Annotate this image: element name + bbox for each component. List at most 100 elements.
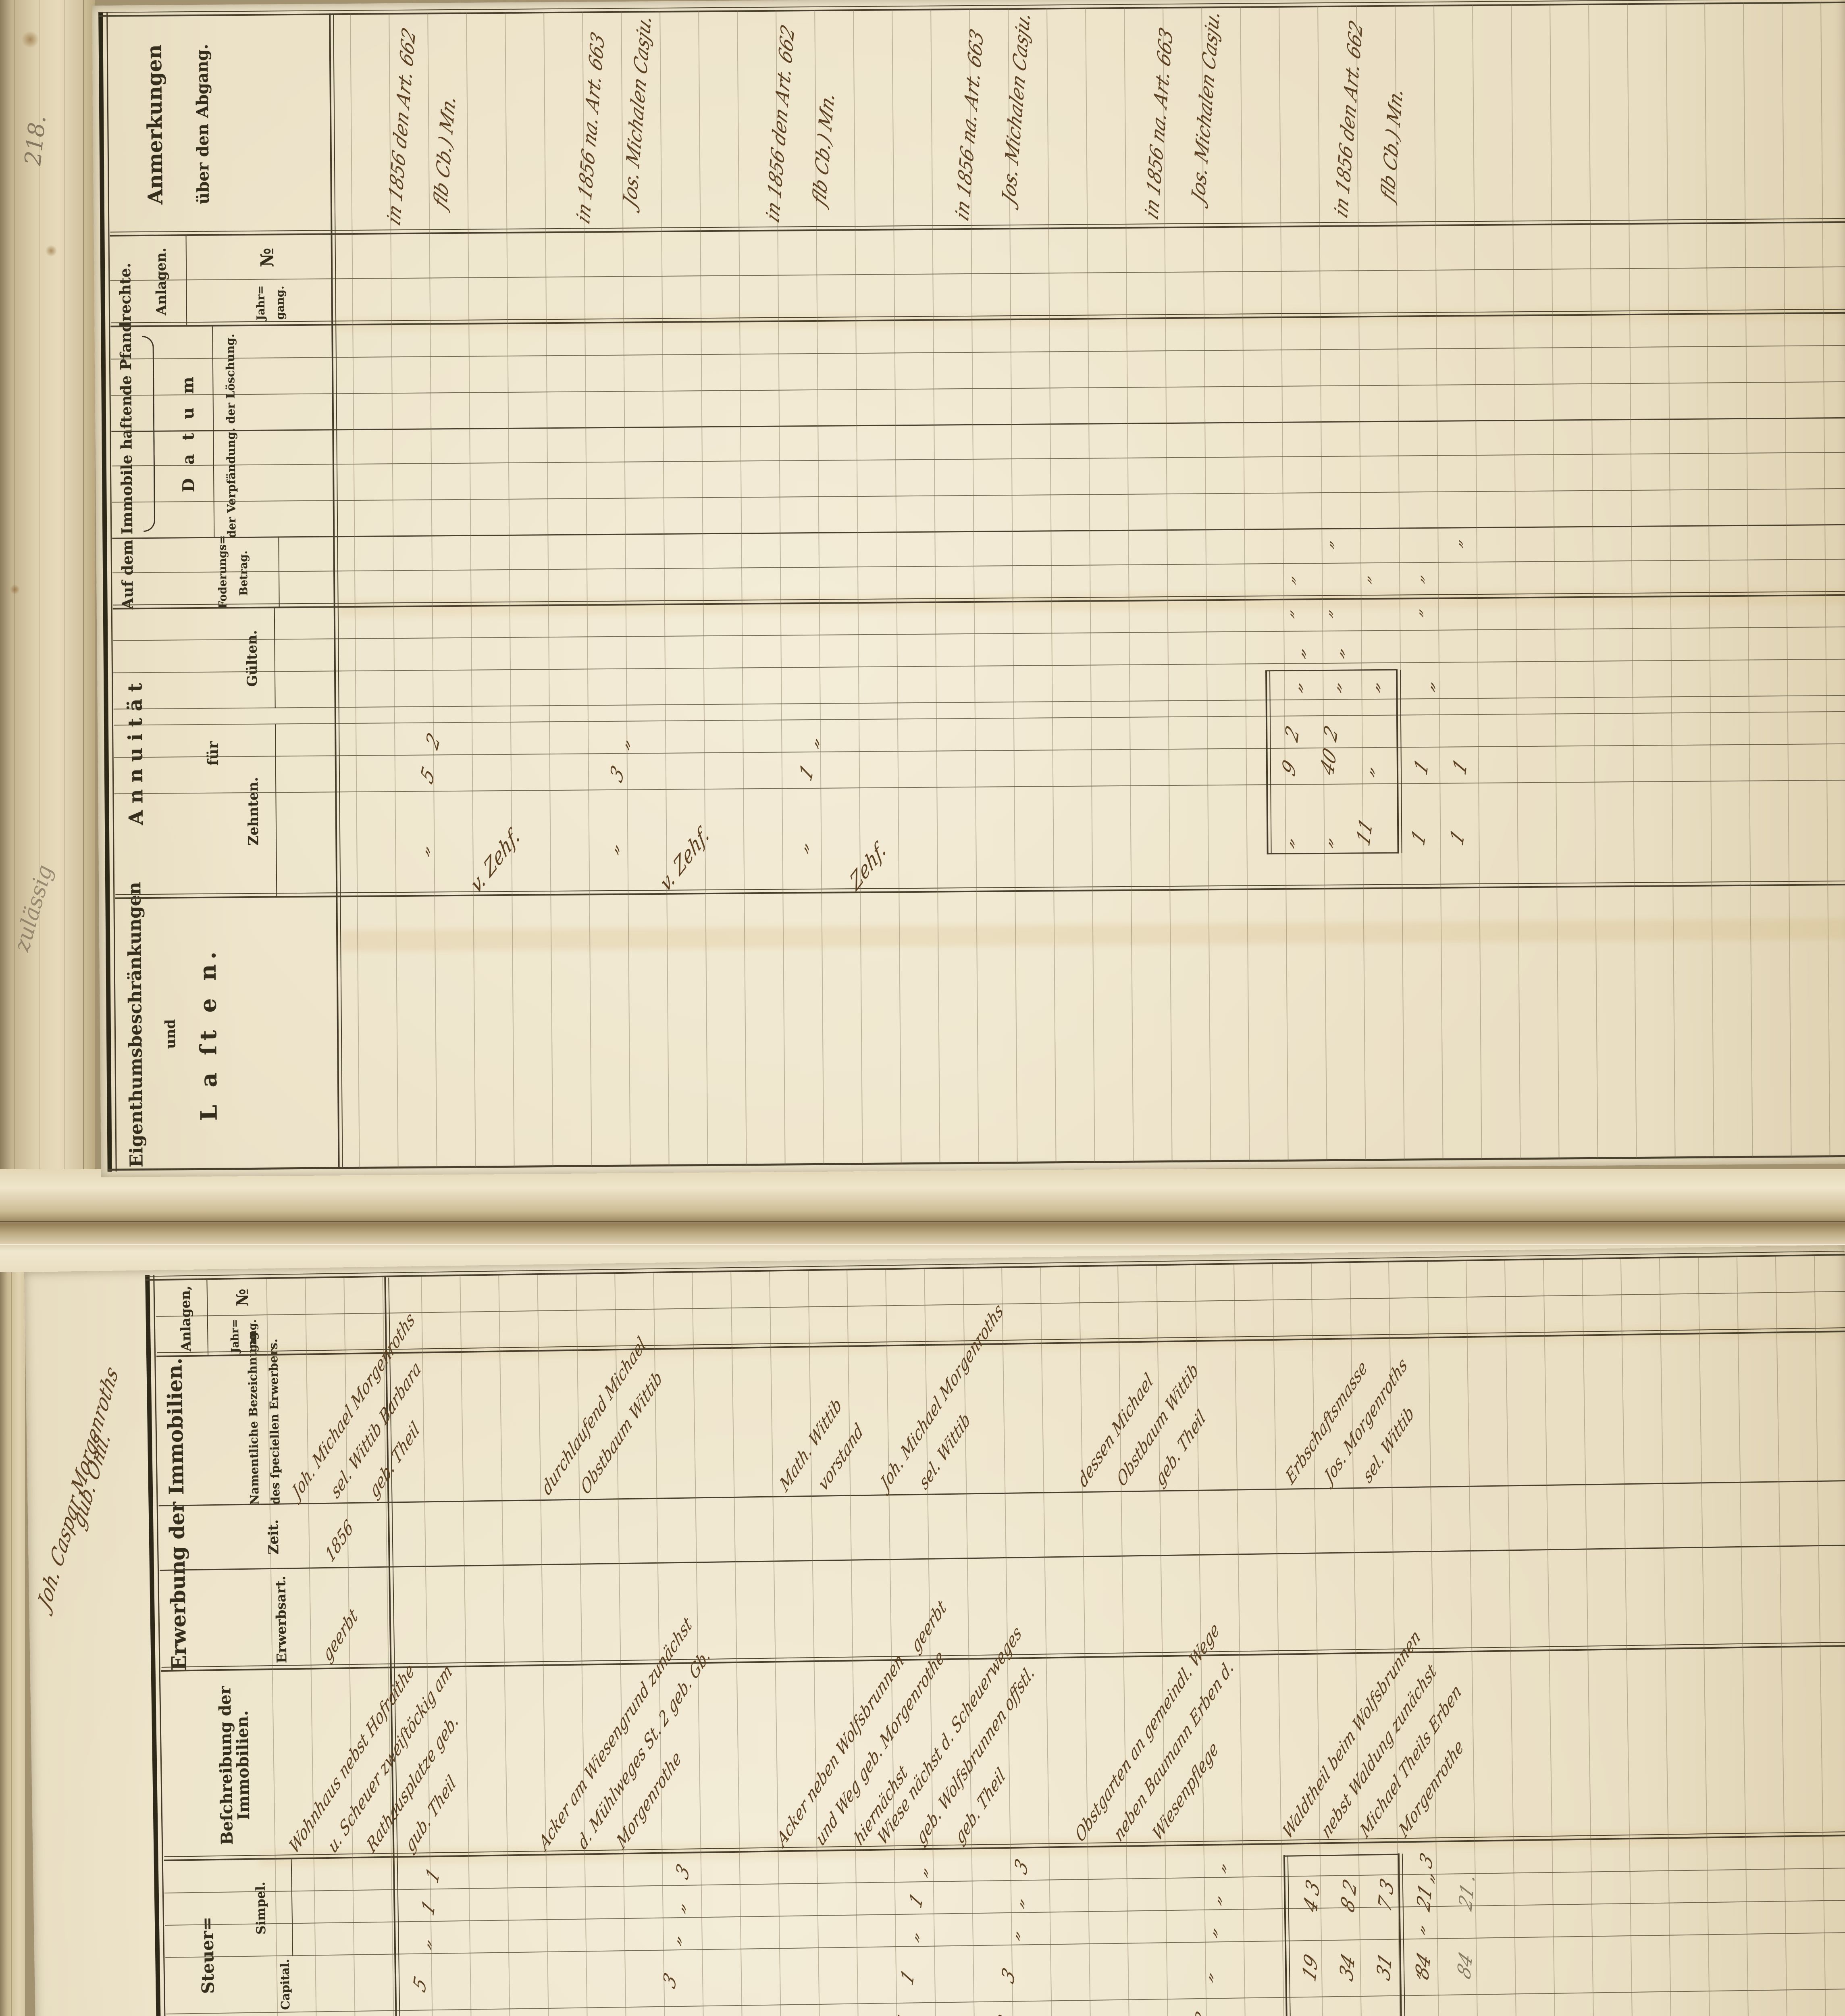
- row-line: [1814, 1256, 1831, 2016]
- hw-area-tax-digit: „: [1007, 1889, 1028, 1911]
- column-line: [112, 558, 1845, 573]
- header-simpel: Simpel.: [253, 1881, 269, 1935]
- header-namentliche1: Namentliche Bezeichnung: [245, 1331, 262, 1505]
- column-line: [110, 266, 1845, 281]
- header-no: №: [233, 1288, 252, 1307]
- row-line: [1046, 8, 1057, 1163]
- hw-sum-digit: 2: [1320, 721, 1342, 746]
- hw-anmerkung-line1: in 1856 den Art. 662: [1330, 16, 1367, 222]
- hw-anmerkung-line1: in 1856 den Art. 662: [383, 23, 420, 229]
- hw-anmerkung-line2: Jos. Michalen Casju.: [619, 8, 655, 211]
- sumbox-side: [1267, 852, 1399, 855]
- header-anlagen: Anlagen.: [153, 248, 170, 316]
- row-line: [930, 8, 940, 1164]
- header-cl: Cl.: [279, 2012, 292, 2016]
- row-line: [737, 10, 747, 1165]
- header-annuitaet: A n n u i t ä t: [124, 683, 148, 825]
- header-fl: [299, 827, 300, 863]
- hw-sum-digit: 2: [1281, 721, 1303, 746]
- header-monat: [295, 355, 296, 397]
- row-line: [659, 10, 670, 1166]
- row-line: [1233, 1264, 1251, 2016]
- row-line: [1775, 1256, 1793, 2016]
- row-line: [1620, 1259, 1638, 2016]
- hw-sum-digit: 1: [1410, 754, 1433, 779]
- hw-sum-value: 8 2: [1337, 1875, 1361, 1916]
- row-line: [698, 10, 708, 1166]
- column-line: [165, 1899, 1845, 1926]
- hw-sum-digit: „: [1325, 638, 1348, 661]
- hw-area-tax-digit: „: [1209, 1854, 1229, 1876]
- sumbox-rule-bottom: [1396, 669, 1399, 854]
- column-line: [111, 452, 1845, 467]
- hw-anmerkung-line2: flb Cb.) Mn.: [1377, 82, 1407, 205]
- hw-zeit: 1856: [322, 1515, 356, 1567]
- hw-area-tax-digit: 1: [418, 1896, 439, 1920]
- row-line: [885, 1270, 903, 2016]
- hw-area-tax-digit: 5: [410, 1972, 431, 1997]
- hw-zehnten-digit: 2: [422, 728, 444, 754]
- header-beschreibung: Beſchreibung der Immobilien.: [215, 1686, 253, 1845]
- hw-area-tax-digit: „: [414, 1930, 435, 1952]
- row-line: [466, 12, 476, 1167]
- header-kr: [297, 637, 298, 674]
- hw-anmerkung-line1: in 1856 na. Art. 663: [951, 25, 988, 225]
- top-page-wrap: Eigenthumsbeschränkungen und L a ſt e n.…: [92, 0, 1845, 1177]
- hw-area-tax-digit: 3: [998, 1964, 1019, 1988]
- hw-anmerkung-line2: flb Cb.) Mn.: [430, 89, 460, 212]
- row-line: [1079, 1267, 1096, 2016]
- sumbox-rule-top: [1265, 671, 1269, 855]
- hw-sum-digit: „: [1314, 828, 1336, 850]
- row-line: [460, 1276, 477, 2016]
- hw-sum-digit: 40: [1317, 744, 1340, 780]
- hw-area-tax-digit: „: [1196, 1963, 1216, 1985]
- hw-beschreibung-line: Acker am Wiesengrund zunächst: [537, 1612, 695, 1855]
- header-jahrgang1: Jahr=: [229, 1319, 242, 1353]
- hw-sum-digit: „: [1284, 673, 1306, 696]
- row-line: [1085, 7, 1095, 1162]
- row-line: [1581, 1259, 1599, 2016]
- hw-ditto-mark: „: [1277, 603, 1297, 620]
- row-line: [847, 1270, 864, 2016]
- hw-sum-digit: „: [1275, 828, 1297, 851]
- row-line: [1472, 4, 1482, 1160]
- sub-rule: [278, 537, 280, 608]
- header-eigenthums-und: und: [162, 1019, 179, 1049]
- hw-ditto-mark: „: [1406, 602, 1426, 619]
- hw-area-tax-digit: 1: [897, 1965, 918, 1989]
- header-hll: [297, 606, 298, 642]
- row-line: [1704, 2, 1714, 1158]
- hw-area-tax-digit: 3: [1191, 2008, 1213, 2016]
- header-jahrgang1: Jahr=: [254, 285, 268, 321]
- row-line: [1040, 1267, 1057, 2016]
- header-steuer: Steuer=: [197, 1916, 218, 1994]
- hw-sum-digit: 9: [1278, 756, 1300, 780]
- hw-ditto-mark: „: [1279, 569, 1298, 586]
- hw-area-tax-digit: 3: [659, 1969, 680, 1993]
- hw-area-tax-digit: 3: [672, 1860, 693, 1884]
- column-line: [158, 1480, 1845, 1507]
- hw-zehnten-digit: „: [412, 835, 433, 859]
- column-line: [115, 883, 1845, 899]
- hw-sum-digit: „: [1355, 757, 1377, 779]
- sumbox-rule-top: [1283, 1855, 1290, 2016]
- header-verpfaendung: der Verpfändung.: [224, 427, 239, 538]
- bottom-page: Anlagen, № Jahr= gang. Erwerbung der Imm…: [24, 1245, 1845, 2016]
- hw-area-tax-digit: 1: [906, 1889, 927, 1912]
- hw-zehnten-digit: „: [790, 832, 812, 856]
- hw-ditto-mark: „: [1317, 534, 1336, 551]
- header-zeit: Zeit.: [265, 1519, 282, 1555]
- row-line: [853, 9, 863, 1164]
- hw-ditto-mark: „: [1316, 603, 1335, 620]
- hw-ditto-mark: „: [1408, 569, 1427, 585]
- hw-anmerkung-line1: in 1856 na. Art. 663: [1141, 23, 1177, 223]
- row-line: [892, 9, 902, 1164]
- header-zehnten: Zehnten.: [245, 777, 262, 846]
- header-anlagen: Anlagen,: [177, 1285, 194, 1352]
- row-line: [1504, 1260, 1522, 2016]
- header-eigenthums: Eigenthumsbeschränkungen: [124, 882, 147, 1168]
- row-line: [350, 13, 360, 1168]
- row-line: [1782, 2, 1792, 1157]
- hw-zehnten-digit: 5: [416, 762, 439, 789]
